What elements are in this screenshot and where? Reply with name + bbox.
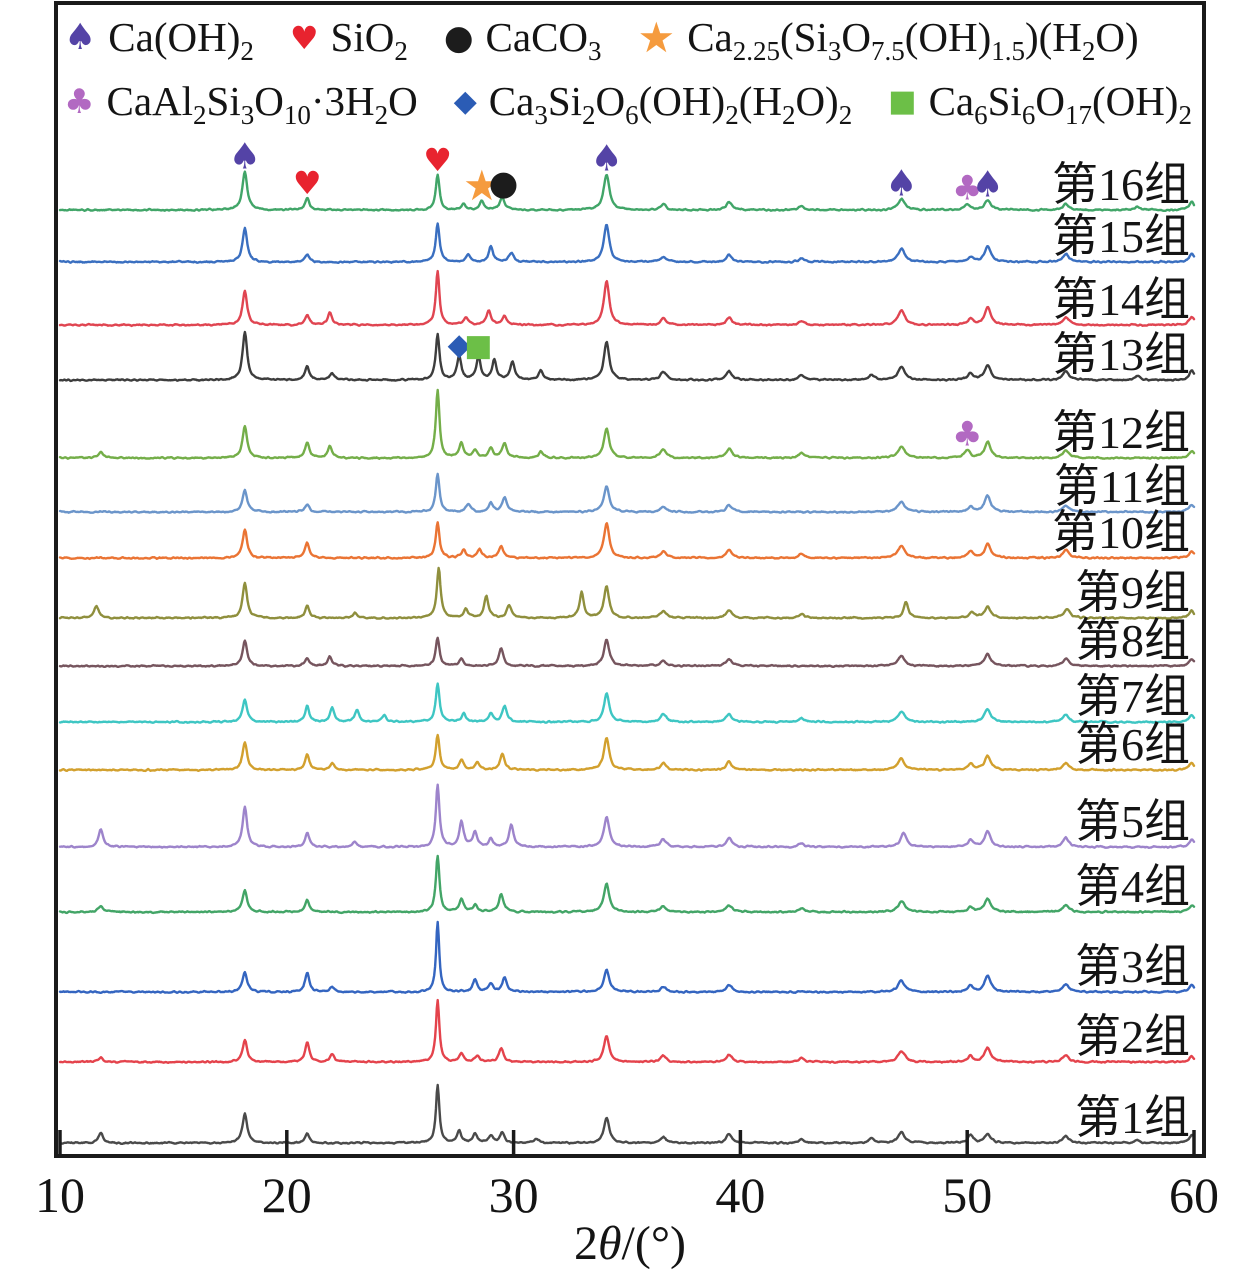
series-label-10: 第10组: [1052, 507, 1190, 558]
phase-formula: CaCO3: [485, 13, 602, 67]
trace-group-12: [58, 388, 1196, 460]
legend-row-1: ♠ Ca(OH)2 ♥ SiO2 ● CaCO3 ★ Ca2.25(Si3O7.5(OH)1.…: [64, 8, 1194, 72]
series-label-11: 第11组: [1054, 461, 1190, 512]
phase-formula: Ca(OH)2: [108, 13, 254, 67]
star-icon: ★: [463, 161, 501, 210]
trace-group-16: [58, 170, 1196, 212]
heart-icon: ♥: [289, 19, 319, 57]
series-label-2: 第2组: [1075, 1011, 1190, 1062]
square-icon: ■: [464, 328, 492, 363]
plot-frame: [54, 1, 1206, 1158]
spade-icon: ♠: [885, 163, 917, 204]
x-axis: 10 20 30 40 50 60: [35, 1130, 1219, 1223]
phase-formula: Ca3Si2O6(OH)2(H2O)2: [488, 77, 853, 131]
spade-icon: ♠: [64, 17, 97, 58]
club-icon: ♣: [952, 169, 982, 209]
series-label-16: 第16组: [1052, 159, 1190, 210]
series-label-14: 第14组: [1052, 274, 1190, 325]
spade-icon: ♠: [971, 164, 1003, 205]
trace-group-9: [58, 566, 1196, 620]
x-tick-label: 40: [715, 1167, 765, 1223]
heart-icon: ♥: [423, 141, 452, 179]
spade-icon: ♠: [590, 138, 622, 179]
phase-markers: ♠♥♥★●♠♠ ♣♠◆■♣: [229, 137, 1004, 455]
trace-group-3: [58, 920, 1196, 994]
trace-group-14: [58, 269, 1196, 328]
frame-rect: [54, 1, 1206, 1158]
series-label-7: 第7组: [1075, 671, 1190, 722]
x-tick-label: 50: [942, 1167, 992, 1223]
series-label-8: 第8组: [1075, 615, 1190, 666]
legend-item: ★ Ca2.25(Si3O7.5(OH)1.5)(H2O): [638, 13, 1139, 67]
phase-formula: CaAl2Si3O10·3H2O: [106, 77, 418, 131]
diamond-icon: ◆: [448, 327, 471, 362]
legend-item: ♠ Ca(OH)2: [64, 13, 254, 67]
x-tick-label: 30: [489, 1167, 539, 1223]
series-label-3: 第3组: [1075, 941, 1190, 992]
trace-group-15: [58, 222, 1196, 264]
diamond-icon: ◆: [453, 84, 477, 119]
trace-group-1: [58, 1083, 1196, 1145]
circle-icon: ●: [489, 164, 519, 204]
spade-icon: ♠: [229, 137, 261, 178]
club-icon: ♣: [64, 82, 95, 122]
x-axis-title: 2θ/(°): [573, 1217, 687, 1270]
phase-formula: SiO2: [330, 13, 408, 67]
trace-lines: [58, 170, 1196, 1145]
legend-row-2: ♣ CaAl2Si3O10·3H2O ◆ Ca3Si2O6(OH)2(H2O)2 ■ Ca…: [64, 72, 1194, 136]
series-label-1: 第1组: [1075, 1092, 1190, 1143]
trace-group-13: [58, 330, 1196, 383]
series-label-6: 第6组: [1075, 719, 1190, 770]
trace-group-6: [58, 733, 1196, 773]
x-tick-label: 60: [1169, 1167, 1219, 1223]
series-label-9: 第9组: [1075, 567, 1190, 618]
legend-item: ◆ Ca3Si2O6(OH)2(H2O)2: [454, 77, 853, 131]
series-label-12: 第12组: [1052, 407, 1190, 458]
legend-item: ♣ CaAl2Si3O10·3H2O: [64, 77, 418, 131]
club-icon: ♣: [952, 414, 982, 454]
trace-group-11: [58, 472, 1196, 514]
heart-icon: ♥: [293, 164, 322, 202]
trace-group-10: [58, 521, 1196, 561]
star-icon: ★: [637, 13, 676, 62]
legend: ♠ Ca(OH)2 ♥ SiO2 ● CaCO3 ★ Ca2.25(Si3O7.5(OH)1.…: [64, 8, 1194, 136]
legend-item: ♥ SiO2: [290, 13, 408, 67]
group-labels: 第16组第15组第14组第13组第12组第11组第10组第9组第8组第7组第6组…: [1052, 159, 1190, 1143]
series-label-15: 第15组: [1052, 211, 1190, 262]
x-tick-label: 20: [262, 1167, 312, 1223]
square-icon: ■: [888, 84, 917, 119]
trace-group-2: [58, 998, 1196, 1064]
phase-formula: Ca6Si6O17(OH)2: [928, 77, 1192, 131]
circle-icon: ●: [443, 18, 474, 58]
phase-formula: Ca2.25(Si3O7.5(OH)1.5)(H2O): [687, 13, 1139, 67]
series-label-5: 第5组: [1075, 796, 1190, 847]
trace-group-5: [58, 783, 1196, 849]
trace-group-8: [58, 636, 1196, 668]
series-label-13: 第13组: [1052, 329, 1190, 380]
series-label-4: 第4组: [1075, 861, 1190, 912]
legend-item: ● CaCO3: [444, 13, 602, 67]
x-tick-label: 10: [35, 1167, 85, 1223]
legend-item: ■ Ca6Si6O17(OH)2: [888, 77, 1192, 131]
trace-group-4: [58, 854, 1196, 915]
trace-group-7: [58, 682, 1196, 724]
